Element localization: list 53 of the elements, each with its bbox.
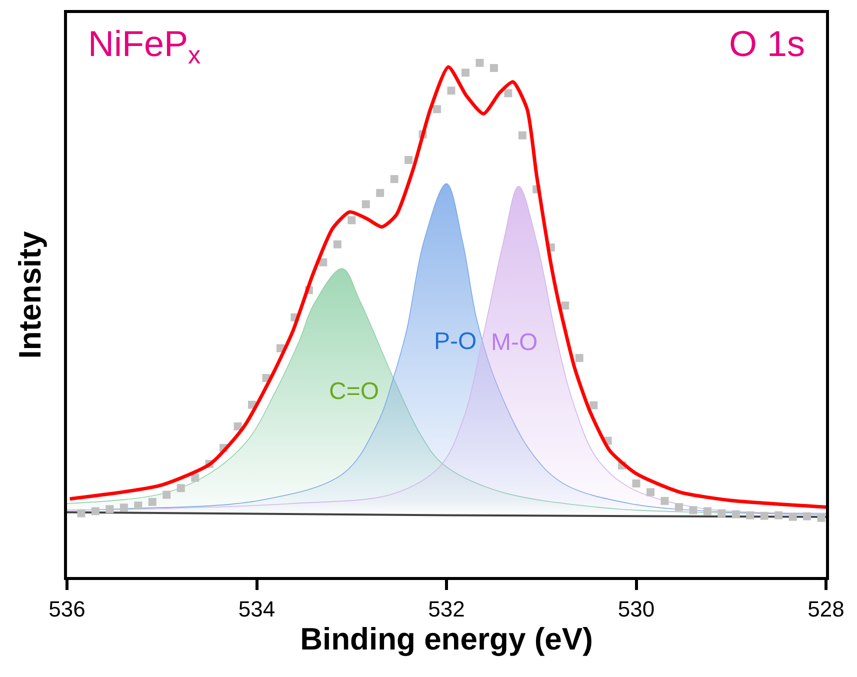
point xyxy=(575,354,584,362)
point xyxy=(120,504,128,512)
point xyxy=(674,503,683,512)
annotation: C=O xyxy=(329,378,380,405)
point xyxy=(632,479,640,488)
point xyxy=(660,496,669,505)
point xyxy=(362,200,370,208)
point xyxy=(590,401,598,410)
point xyxy=(106,505,114,514)
x-tick-label: 534 xyxy=(238,596,276,622)
point xyxy=(376,188,384,197)
point xyxy=(718,509,726,518)
point xyxy=(77,509,86,518)
point xyxy=(162,490,171,499)
point xyxy=(803,512,812,520)
point xyxy=(646,488,654,496)
x-tick-label: 530 xyxy=(618,596,655,622)
point xyxy=(518,131,526,140)
point xyxy=(447,86,456,95)
annotation: P-O xyxy=(434,328,477,355)
point xyxy=(689,506,698,514)
point xyxy=(390,175,398,184)
point xyxy=(333,240,342,248)
point xyxy=(788,512,797,521)
point xyxy=(319,258,328,266)
x-tick-label: 528 xyxy=(808,596,844,622)
point xyxy=(404,156,413,164)
point xyxy=(134,502,142,510)
point xyxy=(176,484,185,492)
point xyxy=(91,507,100,516)
annotation: NiFeP$_{x}$ xyxy=(88,23,202,70)
annotation: O 1s xyxy=(729,23,806,64)
x-tick-label: 536 xyxy=(48,596,86,622)
point xyxy=(561,302,570,310)
point xyxy=(504,89,512,98)
point xyxy=(461,68,470,77)
x-axis-title: Binding energy (eV) xyxy=(300,622,593,657)
point xyxy=(433,105,442,114)
point xyxy=(746,511,754,520)
point xyxy=(234,422,242,430)
point xyxy=(191,474,200,482)
annotation: M-O xyxy=(491,329,538,356)
point xyxy=(732,510,740,518)
point xyxy=(703,507,712,516)
point xyxy=(774,511,783,520)
point xyxy=(817,514,826,522)
y-axis-title: Intensity xyxy=(12,230,48,359)
point xyxy=(148,498,156,506)
point xyxy=(348,216,356,224)
point xyxy=(476,58,484,67)
point xyxy=(760,512,768,520)
point xyxy=(490,64,498,72)
x-tick-label: 532 xyxy=(428,596,465,622)
